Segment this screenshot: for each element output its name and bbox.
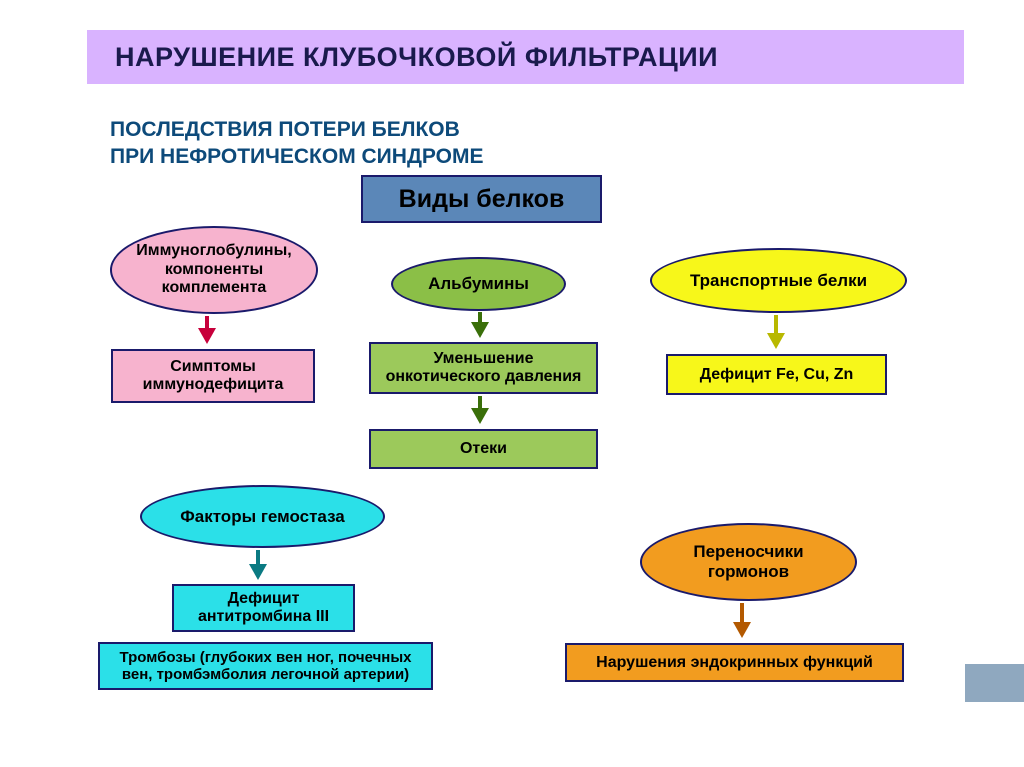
transport-ellipse-text: Транспортные белки [690, 271, 867, 291]
fecuzn-box-text: Дефицит Fe, Cu, Zn [700, 366, 854, 384]
fecuzn-box: Дефицит Fe, Cu, Zn [666, 354, 887, 395]
immuno-ellipse: Иммуноглобулины, компоненты комплемента [110, 226, 318, 314]
corner-accent [965, 664, 1024, 702]
edema-box: Отеки [369, 429, 598, 469]
immuno-box-text: Симптомы иммунодефицита [143, 358, 284, 394]
slide-subtitle: ПОСЛЕДСТВИЯ ПОТЕРИ БЕЛКОВ ПРИ НЕФРОТИЧЕС… [110, 116, 483, 171]
endocrine-box-text: Нарушения эндокринных функций [596, 654, 873, 672]
header-box-text: Виды белков [399, 185, 565, 214]
oncotic-box-text: Уменьшение онкотического давления [386, 350, 582, 386]
immuno-ellipse-text: Иммуноглобулины, компоненты комплемента [136, 242, 291, 297]
slide-subtitle-text: ПОСЛЕДСТВИЯ ПОТЕРИ БЕЛКОВ ПРИ НЕФРОТИЧЕС… [110, 118, 483, 168]
oncotic-box: Уменьшение онкотического давления [369, 342, 598, 394]
slide-title-text: НАРУШЕНИЕ КЛУБОЧКОВОЙ ФИЛЬТРАЦИИ [115, 42, 718, 73]
thrombosis-box: Тромбозы (глубоких вен ног, почечных вен… [98, 642, 433, 690]
transport-ellipse: Транспортные белки [650, 248, 907, 313]
header-box: Виды белков [361, 175, 602, 223]
albumins-ellipse-text: Альбумины [428, 274, 529, 294]
albumins-ellipse: Альбумины [391, 257, 566, 311]
antithrombin-box-text: Дефицит антитромбина III [198, 590, 329, 626]
hormone-ellipse-text: Переносчики гормонов [693, 542, 803, 581]
antithrombin-box: Дефицит антитромбина III [172, 584, 355, 632]
hemostasis-ellipse-text: Факторы гемостаза [180, 507, 345, 527]
hemostasis-ellipse: Факторы гемостаза [140, 485, 385, 548]
hormone-ellipse: Переносчики гормонов [640, 523, 857, 601]
endocrine-box: Нарушения эндокринных функций [565, 643, 904, 682]
slide-title: НАРУШЕНИЕ КЛУБОЧКОВОЙ ФИЛЬТРАЦИИ [87, 30, 964, 84]
edema-box-text: Отеки [460, 440, 507, 458]
immuno-box: Симптомы иммунодефицита [111, 349, 315, 403]
thrombosis-box-text: Тромбозы (глубоких вен ног, почечных вен… [119, 649, 411, 683]
